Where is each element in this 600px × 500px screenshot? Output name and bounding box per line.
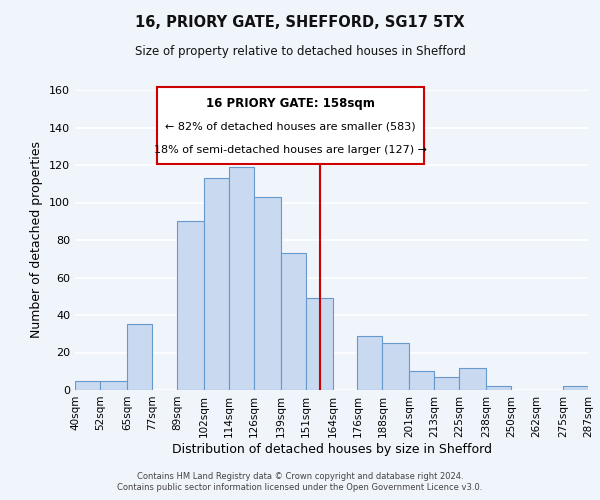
Bar	[229, 167, 254, 390]
Text: Contains public sector information licensed under the Open Government Licence v3: Contains public sector information licen…	[118, 484, 482, 492]
Bar	[358, 336, 382, 390]
Text: 18% of semi-detached houses are larger (127) →: 18% of semi-detached houses are larger (…	[154, 144, 427, 154]
Bar	[409, 371, 434, 390]
Bar	[100, 380, 127, 390]
Bar	[382, 343, 409, 390]
Bar	[305, 298, 332, 390]
Bar	[281, 253, 305, 390]
Bar	[254, 197, 281, 390]
Bar	[434, 377, 459, 390]
X-axis label: Distribution of detached houses by size in Shefford: Distribution of detached houses by size …	[172, 442, 491, 456]
Text: Size of property relative to detached houses in Shefford: Size of property relative to detached ho…	[134, 45, 466, 58]
Text: Contains HM Land Registry data © Crown copyright and database right 2024.: Contains HM Land Registry data © Crown c…	[137, 472, 463, 481]
Text: 16 PRIORY GATE: 158sqm: 16 PRIORY GATE: 158sqm	[206, 98, 375, 110]
Y-axis label: Number of detached properties: Number of detached properties	[31, 142, 43, 338]
Bar	[459, 368, 486, 390]
Text: 16, PRIORY GATE, SHEFFORD, SG17 5TX: 16, PRIORY GATE, SHEFFORD, SG17 5TX	[135, 15, 465, 30]
Bar	[486, 386, 511, 390]
Bar	[127, 324, 152, 390]
Bar	[75, 380, 100, 390]
Bar	[563, 386, 588, 390]
FancyBboxPatch shape	[157, 87, 424, 164]
Bar	[177, 221, 204, 390]
Bar	[204, 178, 229, 390]
Text: ← 82% of detached houses are smaller (583): ← 82% of detached houses are smaller (58…	[165, 122, 416, 132]
